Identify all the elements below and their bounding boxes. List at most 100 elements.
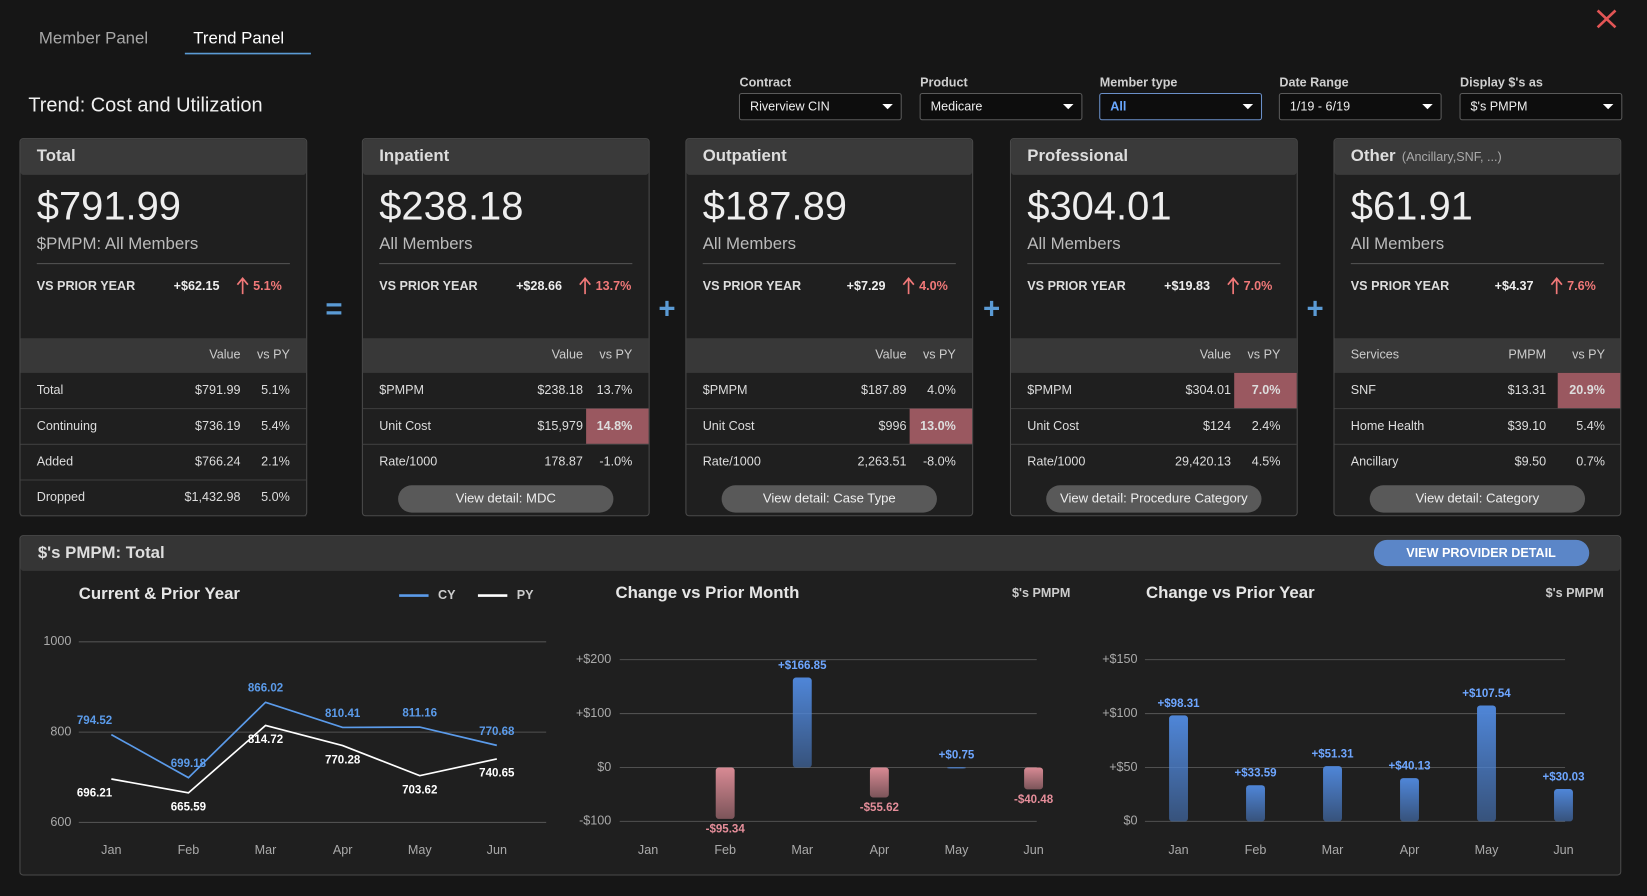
table-cell: Rate/1000 [703, 455, 761, 469]
y-tick-label: 800 [50, 724, 71, 738]
data-label: 866.02 [248, 683, 283, 695]
dropdown-chevron [1242, 103, 1254, 110]
card-header [1334, 139, 1621, 175]
operator: + [983, 293, 1000, 326]
data-label: -$55.62 [860, 802, 899, 814]
provider-button[interactable]: VIEW PROVIDER DETAIL [1373, 539, 1590, 567]
column-header: Value [209, 347, 240, 361]
vs-label: VS PRIOR YEAR [1351, 279, 1449, 293]
filter-dropdown[interactable]: Riverview CIN [738, 92, 902, 121]
table-header [686, 338, 973, 373]
panel-title: $'s PMPM: Total [38, 543, 165, 562]
tab[interactable]: Member Panel [39, 28, 148, 47]
filter-label: Member type [1100, 75, 1178, 89]
y-tick-label: $0 [1124, 814, 1138, 828]
page-title: Trend: Cost and Utilization [28, 94, 262, 116]
filter-dropdown[interactable]: Medicare [919, 92, 1083, 121]
button-bg [1373, 539, 1590, 567]
x-tick-label: Mar [791, 843, 813, 857]
y-tick-label: +$100 [1102, 706, 1137, 720]
column-header: Value [875, 347, 906, 361]
card [685, 138, 974, 517]
data-label: -$40.48 [1014, 794, 1054, 806]
detail-button[interactable]: View detail: Case Type [721, 485, 937, 513]
table-cell: $39.10 [1508, 419, 1547, 433]
card-caption: All Members [703, 234, 796, 253]
unit-label: $'s PMPM [1546, 586, 1604, 600]
table-cell: 20.9% [1569, 383, 1605, 397]
filter-dropdown[interactable]: $'s PMPM [1459, 92, 1623, 121]
table-cell: $1,432.98 [185, 490, 241, 504]
column-header: vs PY [599, 347, 632, 361]
detail-button[interactable]: View detail: Procedure Category [1046, 485, 1262, 513]
button-bg [1369, 485, 1586, 513]
table-cell: 29,420.13 [1175, 455, 1231, 469]
operator: + [1306, 293, 1323, 326]
vs-change: +$62.15 [174, 279, 220, 293]
table-cell: $13.31 [1508, 383, 1547, 397]
x-tick-label: May [1475, 843, 1499, 857]
x-tick-label: Jan [638, 843, 658, 857]
chart-title: Current & Prior Year [79, 584, 241, 603]
y-tick-label: 1000 [43, 634, 71, 648]
filter-value: Medicare [931, 99, 983, 113]
dropdown-chevron [1062, 103, 1074, 110]
data-label: 814.72 [248, 734, 283, 746]
table-cell: $736.19 [195, 419, 241, 433]
detail-button[interactable]: View detail: MDC [398, 485, 614, 513]
table-cell: 5.4% [1576, 419, 1605, 433]
detail-button[interactable]: View detail: Category [1369, 485, 1586, 513]
x-tick-label: Mar [1322, 843, 1344, 857]
series-line [111, 724, 498, 794]
unit-label: $'s PMPM [1012, 586, 1070, 600]
close-button[interactable] [1596, 9, 1617, 29]
bar [1400, 778, 1419, 822]
bar [1169, 715, 1188, 822]
filter-dropdown[interactable]: All [1099, 92, 1263, 121]
table-cell: $791.99 [195, 383, 241, 397]
chart-panel [19, 535, 1622, 876]
up-arrow [1550, 277, 1563, 295]
button-label: View detail: Procedure Category [1060, 490, 1248, 505]
vs-pct: 13.7% [596, 279, 632, 293]
card-title: Other [1351, 146, 1396, 165]
filter-dropdown[interactable]: 1/19 - 6/19 [1278, 92, 1442, 121]
highlight-cell [1557, 372, 1621, 409]
x-tick-label: Apr [870, 843, 890, 857]
x-tick-label: Jan [101, 843, 121, 857]
vs-label: VS PRIOR YEAR [1027, 279, 1125, 293]
highlight-cell [586, 408, 649, 445]
up-arrow [236, 277, 249, 295]
card-title: Outpatient [703, 146, 787, 165]
vs-change: +$7.29 [847, 279, 886, 293]
legend-label: CY [438, 588, 456, 602]
y-tick-label: +$200 [576, 652, 611, 666]
x-tick-label: May [408, 843, 432, 857]
series-line [110, 701, 498, 779]
up-arrow [1227, 277, 1240, 295]
card-header [686, 139, 973, 175]
card-amount: $61.91 [1351, 185, 1473, 229]
x-tick-label: Feb [714, 843, 736, 857]
table-cell: 4.5% [1252, 455, 1281, 469]
x-tick-label: Apr [1400, 843, 1420, 857]
bar [715, 767, 735, 819]
column-header: Services [1351, 347, 1399, 361]
tab[interactable]: Trend Panel [193, 28, 284, 47]
bar [947, 767, 966, 769]
data-label: +$166.85 [778, 660, 827, 672]
chart-panel-header [20, 536, 1621, 571]
y-tick-label: +$100 [576, 706, 611, 720]
bar [869, 767, 889, 798]
table-cell: 4.0% [927, 383, 956, 397]
table-cell: $15,979 [537, 419, 583, 433]
filter-label: Display $'s as [1460, 75, 1543, 89]
highlight-cell [909, 408, 973, 445]
table-cell: $766.24 [195, 455, 241, 469]
vs-pct: 4.0% [919, 279, 948, 293]
up-arrow [902, 277, 915, 295]
dropdown-chevron [1602, 103, 1614, 110]
data-label: -$95.34 [706, 823, 746, 835]
card-header [20, 139, 307, 175]
table-cell: $124 [1203, 419, 1231, 433]
